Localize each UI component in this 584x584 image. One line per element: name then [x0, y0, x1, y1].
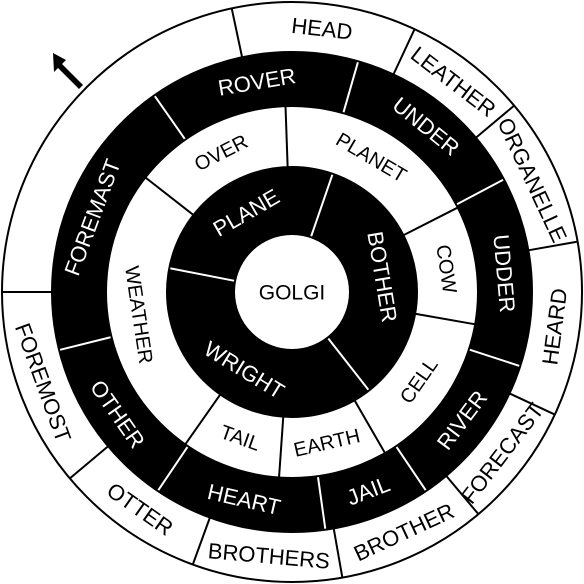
second-divider [468, 348, 521, 368]
second-divider [395, 445, 428, 492]
outer-divider [475, 104, 515, 139]
ring-outline [51, 51, 533, 533]
ring-outline [233, 233, 351, 351]
center-disc [234, 234, 350, 350]
outer-divider [230, 8, 244, 58]
second-ring-band [52, 52, 532, 532]
outer-divider [191, 517, 211, 565]
outer-divider [69, 445, 109, 480]
inner-divider [169, 267, 236, 282]
second-divider [153, 94, 187, 141]
center-word: GOLGI [259, 282, 326, 305]
arrow-pointer-icon [53, 53, 83, 89]
second-divider [455, 178, 505, 206]
outer-divider [392, 28, 416, 75]
ring-outline [105, 105, 479, 479]
inner-ring-band [167, 167, 417, 417]
outer-divider [528, 240, 578, 252]
outer-divider [509, 392, 556, 416]
third-divider [278, 416, 285, 478]
third-divider [414, 312, 476, 326]
cell-dividers [2, 8, 578, 578]
inner-divider [326, 337, 370, 392]
third-divider [284, 106, 289, 168]
outer-divider [332, 528, 344, 578]
third-divider [184, 393, 222, 445]
third-divider [353, 399, 386, 454]
second-divider [316, 476, 327, 530]
third-divider [402, 206, 459, 237]
third-ring-band [106, 106, 478, 478]
outer-divider [445, 475, 480, 515]
inner-divider [309, 173, 334, 238]
second-divider [342, 61, 360, 114]
arrow-pointer-icon [53, 53, 83, 89]
third-divider [144, 176, 195, 216]
second-divider [156, 445, 189, 492]
second-divider [58, 336, 112, 352]
ring-outline [166, 166, 418, 418]
